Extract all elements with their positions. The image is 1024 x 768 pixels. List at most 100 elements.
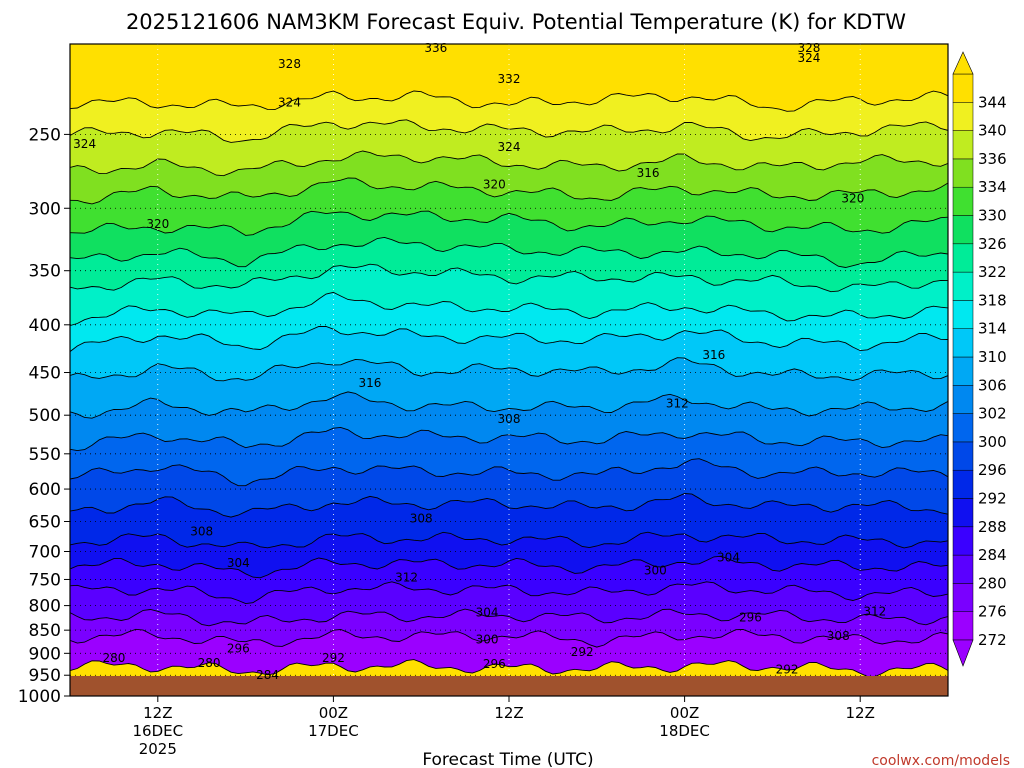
contour-label-20: 300 xyxy=(644,564,667,578)
y-tick-label-900: 900 xyxy=(29,644,61,664)
x-tick-label-6-1: 16DEC xyxy=(133,722,184,740)
colorbar-seg-288 xyxy=(952,498,974,528)
colorbar-label-284: 284 xyxy=(978,546,1007,564)
contour-label-12: 316 xyxy=(702,348,725,362)
colorbar-seg-326 xyxy=(952,215,974,245)
colorbar-extend-bottom xyxy=(952,639,974,667)
colorbar-label-280: 280 xyxy=(978,574,1007,592)
y-tick-label-850: 850 xyxy=(29,621,61,641)
contour-label-26: 300 xyxy=(476,633,499,647)
colorbar-label-272: 272 xyxy=(978,631,1007,649)
colorbar-seg-344 xyxy=(952,73,974,103)
band-0 xyxy=(70,44,948,112)
y-tick-label-500: 500 xyxy=(29,406,61,426)
y-tick-label-600: 600 xyxy=(29,480,61,500)
colorbar-seg-322 xyxy=(952,243,974,273)
y-tick-label-1000: 1000 xyxy=(18,687,61,707)
contour-label-2: 324 xyxy=(798,51,821,65)
colorbar-extend-top xyxy=(952,51,974,75)
colorbar-label-340: 340 xyxy=(978,122,1007,140)
contour-label-22: 296 xyxy=(739,611,762,625)
colorbar-seg-272 xyxy=(952,611,974,641)
x-axis-label: Forecast Time (UTC) xyxy=(422,750,593,768)
x-tick-label-6-0: 12Z xyxy=(143,704,172,722)
colorbar: 272 276 280 284 288 292 296 300 302 306 310 314 318 3… xyxy=(952,51,1007,667)
contour-label-28: 292 xyxy=(571,645,594,659)
contour-label-13: 316 xyxy=(359,376,382,390)
y-tick-label-700: 700 xyxy=(29,543,61,563)
colorbar-seg-318 xyxy=(952,271,974,301)
y-tick-label-250: 250 xyxy=(29,125,61,145)
contour-19 xyxy=(70,628,948,648)
color-bands xyxy=(70,44,948,676)
y-tick-label-650: 650 xyxy=(29,512,61,532)
contour-label-6: 324 xyxy=(73,137,96,151)
contour-label-10: 320 xyxy=(841,192,864,206)
band-12 xyxy=(70,427,948,486)
contour-label-29: 292 xyxy=(322,651,345,665)
contour-label-17: 308 xyxy=(190,524,213,538)
contour-label-23: 304 xyxy=(476,606,499,620)
colorbar-seg-296 xyxy=(952,441,974,471)
colorbar-label-296: 296 xyxy=(978,461,1007,479)
colorbar-seg-336 xyxy=(952,130,974,160)
contour-label-3: 328 xyxy=(278,57,301,71)
contour-13 xyxy=(70,458,948,487)
contour-11 xyxy=(70,391,948,419)
band-17 xyxy=(70,581,948,626)
contour-8 xyxy=(70,291,948,327)
band-11 xyxy=(70,391,948,451)
colorbar-label-336: 336 xyxy=(978,150,1007,168)
contour-label-4: 332 xyxy=(498,72,521,86)
band-18 xyxy=(70,609,948,648)
colorbar-seg-302 xyxy=(952,385,974,414)
colorbar-label-330: 330 xyxy=(978,207,1007,225)
ground-below-surface xyxy=(70,676,948,696)
x-tick-label-54-0: 12Z xyxy=(846,704,875,722)
band-8 xyxy=(70,292,948,352)
contour-10 xyxy=(70,357,948,382)
x-tick-label-6-2: 2025 xyxy=(139,740,177,758)
band-14 xyxy=(70,493,948,548)
y-axis: 250 300 350 400 450 500 550 600 650 700 750 800 850 9… xyxy=(18,125,70,707)
contour-label-34: 284 xyxy=(256,668,279,682)
colorbar-label-288: 288 xyxy=(978,518,1007,536)
contour-label-30: 296 xyxy=(483,657,506,671)
contour-18 xyxy=(70,608,948,627)
y-tick-label-300: 300 xyxy=(29,199,61,219)
contour-label-32: 280 xyxy=(198,656,221,670)
colorbar-seg-292 xyxy=(952,469,974,499)
x-tick-label-18-0: 00Z xyxy=(319,704,348,722)
colorbar-seg-276 xyxy=(952,583,974,612)
y-tick-label-350: 350 xyxy=(29,262,61,282)
y-tick-label-400: 400 xyxy=(29,316,61,336)
contour-label-9: 320 xyxy=(483,178,506,192)
contour-5 xyxy=(70,210,948,236)
contour-1 xyxy=(70,90,948,112)
colorbar-seg-314 xyxy=(952,300,974,329)
contour-label-21: 312 xyxy=(395,570,418,584)
contour-label-7: 324 xyxy=(498,140,521,154)
colorbar-label-276: 276 xyxy=(978,603,1007,621)
y-tick-label-950: 950 xyxy=(29,666,61,686)
band-3 xyxy=(70,151,948,204)
y-tick-label-800: 800 xyxy=(29,597,61,617)
band-20 xyxy=(70,659,948,676)
contour-7 xyxy=(70,263,948,293)
colorbar-seg-300 xyxy=(952,413,974,443)
contour-label-33: 292 xyxy=(776,663,799,677)
colorbar-label-314: 314 xyxy=(978,320,1007,338)
colorbar-label-334: 334 xyxy=(978,178,1007,196)
contour-6 xyxy=(70,236,948,268)
y-tick-label-550: 550 xyxy=(29,445,61,465)
colorbar-seg-330 xyxy=(952,186,974,216)
x-tick-label-30-0: 12Z xyxy=(494,704,523,722)
colorbar-seg-284 xyxy=(952,526,974,556)
x-tick-label-42-0: 00Z xyxy=(670,704,699,722)
contour-label-1: 328 xyxy=(798,41,821,55)
contour-label-24: 312 xyxy=(863,605,886,619)
band-13 xyxy=(70,458,948,518)
band-9 xyxy=(70,326,948,381)
y-tick-label-750: 750 xyxy=(29,570,61,590)
